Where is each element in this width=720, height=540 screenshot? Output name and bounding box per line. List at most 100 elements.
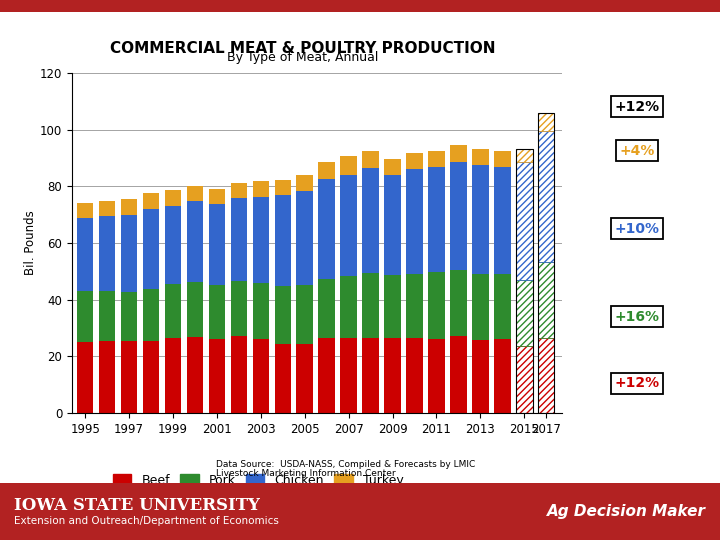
Bar [297,191,313,285]
Bar [516,149,533,413]
Bar [428,151,445,167]
Text: +12%: +12% [615,100,660,114]
Bar [165,190,181,206]
Bar [341,276,357,338]
Bar [384,174,401,275]
Bar [143,208,159,289]
Bar [77,342,94,413]
Bar [450,270,467,336]
Text: Livestock Marketing Information Center: Livestock Marketing Information Center [216,469,395,478]
Bar [472,274,489,340]
Legend: Beef, Pork, Chicken, Turkey: Beef, Pork, Chicken, Turkey [107,469,408,492]
Bar [77,291,94,342]
Bar [186,201,203,282]
Text: By Type of Meat, Annual: By Type of Meat, Annual [227,51,378,64]
Bar [538,131,554,262]
Bar [538,113,554,131]
Bar [384,159,401,174]
Bar [121,341,138,413]
Bar [165,206,181,284]
Bar [428,339,445,413]
Bar [406,153,423,169]
Bar [121,199,138,215]
Bar [121,292,138,341]
Text: Data Source:  USDA-NASS, Compiled & Forecasts by LMIC: Data Source: USDA-NASS, Compiled & Forec… [216,460,475,469]
Bar [472,149,489,165]
Bar [516,149,533,161]
Bar [450,162,467,270]
Bar [121,215,138,292]
Bar [362,151,379,168]
Bar [209,339,225,413]
Bar [538,262,554,338]
Bar [428,167,445,273]
Bar [450,145,467,162]
Bar [209,285,225,339]
Bar [143,341,159,413]
Bar [99,201,115,217]
Bar [428,273,445,339]
Text: Ag Decision Maker: Ag Decision Maker [546,504,706,519]
Bar [230,183,247,199]
Bar [384,338,401,413]
Bar [516,161,533,280]
Bar [472,165,489,274]
Text: Extension and Outreach/Department of Economics: Extension and Outreach/Department of Eco… [14,516,279,526]
Bar [274,343,291,413]
Bar [165,338,181,413]
Bar [341,156,357,174]
Bar [341,338,357,413]
Bar [274,180,291,195]
Bar [318,279,335,338]
Bar [362,168,379,273]
Text: +16%: +16% [615,310,660,323]
Bar [516,161,533,280]
Text: +4%: +4% [619,144,655,158]
Bar [253,180,269,197]
Bar [472,340,489,413]
Bar [165,284,181,338]
Bar [538,262,554,338]
Bar [99,341,115,413]
Bar [99,217,115,292]
Text: COMMERCIAL MEAT & POULTRY PRODUCTION: COMMERCIAL MEAT & POULTRY PRODUCTION [109,41,495,56]
Bar [516,280,533,346]
Bar [516,149,533,161]
Bar [209,190,225,204]
Bar [384,275,401,338]
Bar [362,338,379,413]
Bar [186,337,203,413]
Bar [516,346,533,413]
Bar [253,339,269,413]
Text: +10%: +10% [615,222,660,236]
Bar [253,197,269,283]
Text: +12%: +12% [615,376,660,390]
Bar [230,336,247,413]
Bar [538,113,554,131]
Bar [406,169,423,274]
Y-axis label: Bil. Pounds: Bil. Pounds [24,211,37,275]
Bar [318,338,335,413]
Bar [318,179,335,279]
Bar [186,186,203,201]
Bar [77,203,94,218]
Bar [274,195,291,286]
Bar [318,162,335,179]
Bar [274,286,291,343]
Bar [297,343,313,413]
Bar [77,218,94,291]
Bar [143,193,159,208]
Bar [516,346,533,413]
Bar [253,282,269,339]
Bar [99,292,115,341]
Bar [297,285,313,343]
Bar [538,113,554,413]
Bar [538,338,554,413]
Bar [538,338,554,413]
Bar [494,167,510,274]
Bar [209,204,225,285]
Bar [494,151,510,167]
Bar [406,274,423,338]
Bar [362,273,379,338]
Bar [297,175,313,191]
